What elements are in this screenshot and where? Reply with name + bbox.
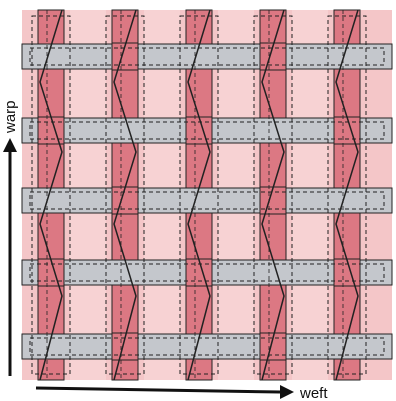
- warp-dashed-outline: [31, 15, 71, 375]
- warp-zigzag-path: [335, 9, 359, 381]
- warp-over-segment: [333, 258, 361, 287]
- warp-axis-arrowhead: [3, 138, 17, 152]
- weft-dashed-outline: [29, 191, 385, 210]
- warp-dashed-outline: [327, 15, 367, 375]
- zigzag-path-group: [39, 9, 359, 381]
- weft-axis-label: weft: [299, 385, 328, 401]
- warp-axis-label: warp: [2, 100, 19, 134]
- warp-over-segment: [259, 186, 287, 215]
- weft-dashed-outline: [29, 121, 385, 140]
- weft-dashed-outline: [29, 47, 385, 66]
- warp-over-segment: [37, 116, 65, 145]
- dashed-contour-group: [29, 10, 385, 380]
- weft-axis-arrow-line: [35, 386, 281, 394]
- warp-dashed-outline: [179, 15, 219, 375]
- warp-over-segment: [37, 258, 65, 287]
- weft-dashed-outline: [29, 263, 385, 282]
- warp-over-segment: [185, 116, 213, 145]
- warp-zigzag-path: [261, 9, 285, 381]
- warp-over-segment: [333, 116, 361, 145]
- warp-dashed-outline: [253, 15, 293, 375]
- warp-dashed-outline: [105, 15, 145, 375]
- weft-axis-arrowhead: [280, 385, 294, 399]
- warp-over-segment: [111, 186, 139, 215]
- warp-zigzag-path: [187, 9, 211, 381]
- warp-zigzag-path: [113, 9, 137, 381]
- warp-zigzag-path: [39, 9, 63, 381]
- weft-dashed-outline: [29, 337, 385, 356]
- warp-over-segment: [185, 258, 213, 287]
